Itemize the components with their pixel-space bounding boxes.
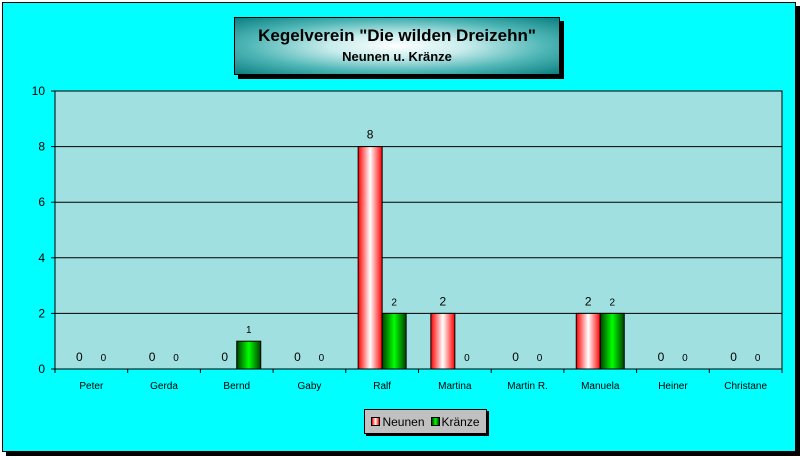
x-tick-label: Martin R. xyxy=(507,381,548,392)
bar-kraenze xyxy=(236,340,262,370)
y-tick-label: 4 xyxy=(38,251,45,265)
data-label: 2 xyxy=(440,294,447,308)
chart-subtitle: Neunen u. Kränze xyxy=(342,49,452,64)
x-tick-label: Martina xyxy=(438,381,472,392)
data-label: 0 xyxy=(658,350,665,364)
x-tick-label: Manuela xyxy=(581,381,620,392)
data-label: 0 xyxy=(149,350,156,364)
y-tick-label: 2 xyxy=(38,306,45,320)
legend-swatch-neunen xyxy=(371,417,381,426)
data-label: 2 xyxy=(391,297,397,308)
data-label: 0 xyxy=(730,350,737,364)
x-tick-label: Heiner xyxy=(658,381,688,392)
chart-title-box: Kegelverein "Die wilden Dreizehn" Neunen… xyxy=(234,17,560,75)
x-tick-label: Ralf xyxy=(373,381,391,392)
data-label: 0 xyxy=(173,353,179,364)
legend-swatch-kraenze xyxy=(430,417,440,426)
data-label: 0 xyxy=(755,353,761,364)
data-label: 0 xyxy=(101,353,107,364)
bar-kraenze xyxy=(599,312,625,370)
legend-label-neunen: Neunen xyxy=(382,414,425,429)
chart-title: Kegelverein "Die wilden Dreizehn" xyxy=(258,26,536,45)
y-tick-label: 6 xyxy=(38,195,45,209)
data-label: 0 xyxy=(294,350,301,364)
x-tick-label: Bernd xyxy=(223,381,250,392)
data-label: 0 xyxy=(682,353,688,364)
y-tick-label: 10 xyxy=(32,84,46,98)
data-label: 0 xyxy=(319,353,325,364)
data-label: 0 xyxy=(464,353,470,364)
y-tick-label: 8 xyxy=(38,140,45,154)
plot-area xyxy=(54,90,783,370)
bar-kraenze xyxy=(381,312,407,370)
data-label: 2 xyxy=(609,297,615,308)
data-label: 0 xyxy=(512,350,519,364)
data-label: 1 xyxy=(246,325,252,336)
legend-label-kraenze: Kränze xyxy=(441,414,480,429)
data-label: 0 xyxy=(221,350,228,364)
bar-neunen xyxy=(430,312,456,370)
bar-neunen xyxy=(575,312,601,370)
data-label: 0 xyxy=(76,350,83,364)
x-tick-label: Christane xyxy=(724,381,767,392)
x-tick-label: Peter xyxy=(79,381,104,392)
bar-neunen xyxy=(357,146,383,370)
data-label: 0 xyxy=(537,353,543,364)
x-tick-label: Gaby xyxy=(297,381,321,392)
x-tick-label: Gerda xyxy=(150,381,178,392)
legend-item-neunen: Neunen xyxy=(371,414,425,429)
data-label: 2 xyxy=(585,294,592,308)
y-tick-label: 0 xyxy=(38,362,45,376)
legend-item-kraenze: Kränze xyxy=(430,414,480,429)
chart-legend: Neunen Kränze xyxy=(364,409,487,434)
data-label: 8 xyxy=(367,128,374,142)
